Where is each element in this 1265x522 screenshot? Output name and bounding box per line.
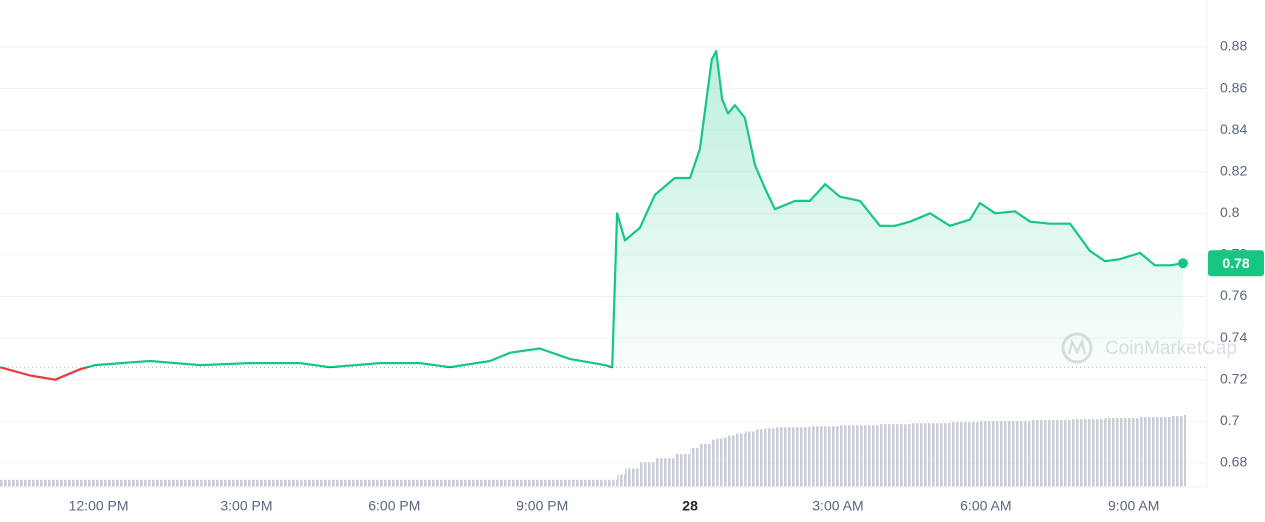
volume-bar [625, 468, 640, 487]
y-tick-label: 0.76 [1220, 287, 1247, 303]
volume-bar [895, 424, 910, 487]
volume-bar [734, 433, 745, 487]
volume-bar [0, 479, 31, 487]
volume-bar [655, 458, 675, 487]
volume-bar [825, 426, 840, 487]
area [0, 51, 1183, 368]
y-tick-label: 0.72 [1220, 370, 1247, 386]
volume-bar [200, 479, 250, 487]
volume-bar [674, 454, 691, 487]
volume-bar [1183, 415, 1186, 487]
volume-bar [95, 479, 150, 487]
volume-bar [30, 479, 56, 487]
logo [1061, 332, 1093, 364]
volume-bar [909, 423, 931, 487]
x-tick-label: 6:00 PM [368, 498, 420, 514]
volume-bar [1119, 418, 1141, 487]
volume-bar [690, 447, 700, 487]
volume-bar [774, 427, 796, 487]
volume-bar [380, 479, 420, 487]
volume-bar [617, 474, 626, 487]
price-tag-label: 0.78 [1222, 255, 1249, 271]
volume-bar [795, 427, 810, 487]
volume-bar [744, 431, 756, 487]
volume-bar [300, 479, 330, 487]
volume-bar [930, 423, 950, 487]
volume-bar [1140, 417, 1155, 487]
volume-bar [1105, 418, 1120, 487]
watermark-text: CoinMarketCap [1105, 338, 1237, 359]
volume-bar [722, 437, 729, 487]
volume-bar [1049, 420, 1071, 487]
volume-bar [879, 424, 896, 487]
volume-bar [489, 479, 511, 487]
volume-bar [79, 479, 96, 487]
volume-bar [755, 429, 766, 487]
watermark: CoinMarketCap [1061, 332, 1237, 364]
volume-bar [711, 439, 717, 487]
volume-bar [979, 421, 996, 487]
volume-bar [1030, 420, 1050, 487]
y-tick-label: 0.86 [1220, 79, 1247, 95]
volume-bar [1170, 416, 1183, 487]
volume-bar [1089, 419, 1106, 487]
volume-bar [699, 443, 712, 487]
volume-bar [765, 428, 775, 487]
volume-bar [249, 479, 301, 487]
volume-bar [716, 438, 723, 487]
x-tick-label: 6:00 AM [960, 498, 1011, 514]
volume-bar [149, 479, 201, 487]
volume-bar [728, 435, 735, 487]
volume-bar [539, 479, 570, 487]
volume-bar [329, 479, 381, 487]
volume-bar [860, 425, 880, 487]
price-tag [1208, 250, 1264, 277]
volume-bar [612, 479, 618, 487]
volume-bar [839, 425, 861, 487]
x-tick-label: 3:00 AM [812, 498, 863, 514]
logo [1067, 338, 1087, 355]
x-tick-label: 3:00 PM [220, 498, 272, 514]
volume-bar [419, 479, 451, 487]
last-point [1178, 258, 1188, 269]
y-tick-label: 0.74 [1220, 329, 1247, 345]
volume-bar [510, 479, 540, 487]
volume-bar [604, 479, 613, 487]
y-tick-label: 0.84 [1220, 121, 1247, 137]
volume-bar [569, 479, 605, 487]
plot [0, 50, 1207, 381]
x-tick-label: 9:00 PM [516, 498, 568, 514]
y-tick-label: 0.82 [1220, 162, 1247, 178]
x-tick-label: 28 [682, 498, 698, 514]
volume-bar [1070, 419, 1090, 487]
y-tick-label: 0.7 [1220, 412, 1240, 428]
x-tick-label: 9:00 AM [1108, 498, 1159, 514]
volume-bar [995, 421, 1015, 487]
y-tick-label: 0.8 [1220, 204, 1240, 220]
volume-bar [970, 422, 980, 487]
volume-bar [1014, 421, 1031, 487]
x-tick-label: 12:00 PM [69, 498, 129, 514]
volume-bar [949, 422, 971, 487]
volume-bar [809, 426, 826, 487]
volume-bar [639, 462, 656, 487]
volume [0, 415, 1186, 487]
grid [0, 46, 1207, 464]
y-tick-label: 0.68 [1220, 454, 1247, 470]
volume-bar [1154, 417, 1171, 487]
axes: 0.68 0.7 0.72 0.74 0.76 0.78 0.8 0.82 0.84 0.86 0.… [69, 38, 1264, 514]
volume-bar [450, 479, 490, 487]
y-tick-label: 0.88 [1220, 38, 1247, 54]
price-line [0, 50, 1184, 381]
volume-bar [55, 479, 80, 487]
